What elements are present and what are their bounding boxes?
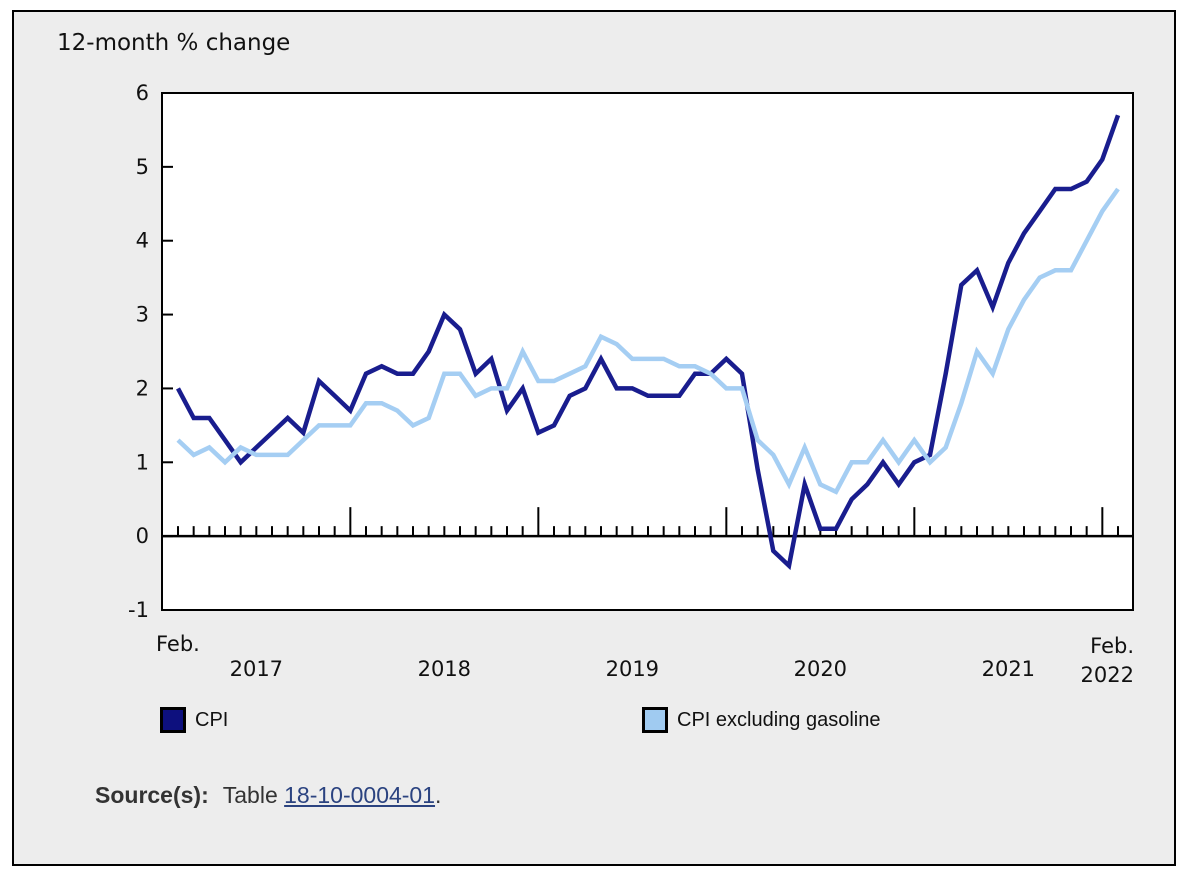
- plot-area: 6 5 4 3 2 1 0 -1 2017 2018 2019 2020 2021: [128, 81, 1134, 681]
- cpi-excluding-gasoline-legend-swatch: [642, 707, 668, 733]
- plot-box: [161, 92, 1134, 611]
- cpi-legend-swatch: [160, 707, 186, 733]
- y-axis-label: 4: [136, 229, 149, 253]
- y-axis-label: 6: [136, 81, 149, 105]
- x-axis-end-label: Feb. 2022: [1081, 632, 1134, 690]
- source-prefix: Source(s):: [95, 782, 209, 808]
- x-axis-end-label-year: 2022: [1080, 663, 1134, 687]
- legend-item-cpi-excluding-gasoline: CPI excluding gasoline: [642, 706, 880, 734]
- x-axis-first-tick-label: Feb.: [156, 632, 200, 656]
- x-axis-year-label: 2019: [606, 657, 659, 681]
- y-axis-label: 0: [136, 524, 149, 548]
- y-axis-label: -1: [128, 598, 149, 622]
- chart-title: 12-month % change: [57, 30, 291, 56]
- cpi-line: [176, 114, 1121, 571]
- legend-item-cpi: CPI: [160, 706, 228, 734]
- x-axis-year-label: 2021: [982, 657, 1035, 681]
- cpi-excluding-gasoline-line: [176, 187, 1120, 495]
- source-line: Source(s): Table 18-10-0004-01.: [95, 782, 441, 809]
- y-axis-label: 2: [136, 376, 149, 400]
- chart-canvas: 12-month % change 6 5 4 3 2 1 0 -1 2017 2018 2019 2…: [12, 10, 1176, 866]
- y-axis-label: 3: [136, 303, 149, 327]
- y-axis-label: 1: [136, 450, 149, 474]
- y-axis-label: 5: [136, 155, 149, 179]
- cpi-legend-label: CPI: [195, 708, 229, 731]
- x-axis-year-label: 2020: [794, 657, 847, 681]
- cpi-excluding-gasoline-legend-label: CPI excluding gasoline: [677, 708, 881, 731]
- x-axis-end-label-month: Feb.: [1090, 634, 1134, 658]
- x-axis-year-label: 2018: [418, 657, 471, 681]
- source-suffix: .: [435, 782, 442, 808]
- source-table-text: Table: [222, 782, 278, 808]
- x-axis-year-label: 2017: [230, 657, 283, 681]
- source-table-link[interactable]: 18-10-0004-01: [284, 782, 436, 808]
